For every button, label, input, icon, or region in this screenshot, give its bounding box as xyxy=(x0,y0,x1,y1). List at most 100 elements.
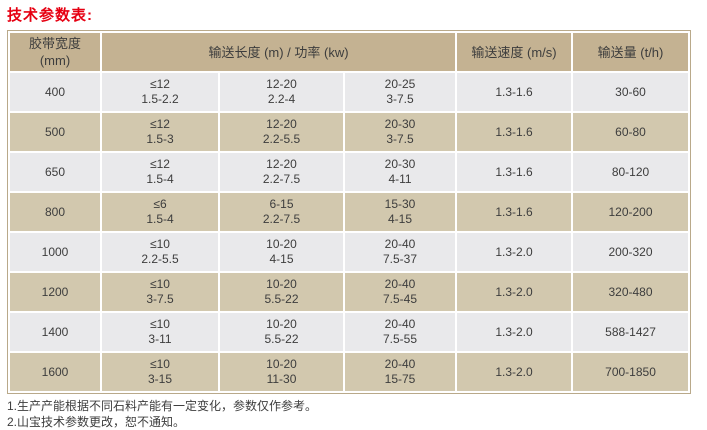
power-value: 7.5-55 xyxy=(382,332,418,346)
cell-capacity: 30-60 xyxy=(573,73,689,111)
cell-length-power: 12-20 2.2-5.5 xyxy=(220,113,343,151)
power-value: 4-11 xyxy=(388,172,412,186)
table-row: 650 ≤12 1.5-4 12-20 2.2-7.5 20-30 4-11 1.3-1.6 8… xyxy=(10,153,689,191)
cell-capacity: 700-1850 xyxy=(573,353,689,391)
cell-length-power: 20-40 7.5-55 xyxy=(345,313,456,351)
length-value: 20-40 xyxy=(384,277,416,291)
cell-length-power: 20-30 4-11 xyxy=(345,153,456,191)
cell-capacity: 120-200 xyxy=(573,193,689,231)
cell-speed: 1.3-1.6 xyxy=(457,73,572,111)
table-row: 1400 ≤10 3-11 10-20 5.5-22 20-40 7.5-55 1.3-2.0… xyxy=(10,313,689,351)
power-value: 1.5-3 xyxy=(146,132,174,146)
cell-length-power: ≤12 1.5-2.2 xyxy=(102,73,218,111)
length-value: 6-15 xyxy=(269,197,294,211)
power-value: 4-15 xyxy=(269,252,294,266)
cell-speed: 1.3-1.6 xyxy=(457,193,572,231)
power-value: 2.2-7.5 xyxy=(262,172,301,186)
table-row: 800 ≤6 1.5-4 6-15 2.2-7.5 15-30 4-15 1.3-1.6 120… xyxy=(10,193,689,231)
length-value: 10-20 xyxy=(266,277,297,291)
length-value: ≤10 xyxy=(150,277,170,291)
cell-length-power: ≤10 3-15 xyxy=(102,353,218,391)
power-value: 2.2-4 xyxy=(267,92,296,106)
cell-length-power: 10-20 5.5-22 xyxy=(220,273,343,311)
length-value: 20-25 xyxy=(384,77,416,91)
header-capacity: 输送量 (t/h) xyxy=(573,33,689,71)
cell-length-power: 20-40 7.5-37 xyxy=(345,233,456,271)
power-value: 1.5-4 xyxy=(146,212,174,226)
header-speed: 输送速度 (m/s) xyxy=(457,33,572,71)
length-value: 20-40 xyxy=(384,237,416,251)
cell-length-power: 20-30 3-7.5 xyxy=(345,113,456,151)
table-header-row: 胶带宽度 (mm) 输送长度 (m) / 功率 (kw) 输送速度 (m/s) … xyxy=(10,33,689,71)
note-line-2: 2.山宝技术参数更改，恕不通知。 xyxy=(7,415,186,429)
power-value: 7.5-37 xyxy=(382,252,418,266)
header-belt-width-line1: 胶带宽度 xyxy=(28,36,81,51)
length-value: 10-20 xyxy=(266,237,297,251)
power-value: 3-15 xyxy=(147,372,173,386)
power-value: 15-75 xyxy=(384,372,416,386)
table-row: 400 ≤12 1.5-2.2 12-20 2.2-4 20-25 3-7.5 1.3-1.6… xyxy=(10,73,689,111)
power-value: 3-7.5 xyxy=(386,92,414,106)
cell-speed: 1.3-2.0 xyxy=(457,273,572,311)
cell-length-power: 10-20 5.5-22 xyxy=(220,313,343,351)
cell-belt-width: 800 xyxy=(10,193,100,231)
length-value: 20-30 xyxy=(384,117,416,131)
table-row: 500 ≤12 1.5-3 12-20 2.2-5.5 20-30 3-7.5 1.3-1.6… xyxy=(10,113,689,151)
cell-speed: 1.3-1.6 xyxy=(457,113,572,151)
length-value: ≤12 xyxy=(150,117,170,131)
cell-length-power: 10-20 11-30 xyxy=(220,353,343,391)
length-value: 12-20 xyxy=(266,77,297,91)
power-value: 5.5-22 xyxy=(264,292,299,306)
length-value: ≤6 xyxy=(153,197,167,211)
cell-speed: 1.3-2.0 xyxy=(457,313,572,351)
power-value: 3-7.5 xyxy=(386,132,414,146)
length-value: ≤10 xyxy=(150,237,170,251)
cell-capacity: 200-320 xyxy=(573,233,689,271)
table-row: 1000 ≤10 2.2-5.5 10-20 4-15 20-40 7.5-37 1.3-2.… xyxy=(10,233,689,271)
cell-belt-width: 1400 xyxy=(10,313,100,351)
power-value: 4-15 xyxy=(387,212,413,226)
notes: 1.生产产能根据不同石料产能有一定变化，参数仅作参考。 2.山宝技术参数更改，恕… xyxy=(7,398,707,430)
table-body: 400 ≤12 1.5-2.2 12-20 2.2-4 20-25 3-7.5 1.3-1.6… xyxy=(10,73,689,391)
length-value: ≤10 xyxy=(150,357,170,371)
cell-belt-width: 1000 xyxy=(10,233,100,271)
power-value: 3-7.5 xyxy=(146,292,174,306)
length-value: 20-40 xyxy=(384,357,416,371)
cell-belt-width: 650 xyxy=(10,153,100,191)
header-belt-width-line2: (mm) xyxy=(39,53,71,68)
length-value: 20-40 xyxy=(384,317,416,331)
cell-speed: 1.3-1.6 xyxy=(457,153,572,191)
power-value: 1.5-2.2 xyxy=(141,92,179,106)
page: 技术参数表: 胶带宽度 (mm) 输送长度 (m) / 功率 (kw) 输送速度… xyxy=(0,4,707,430)
cell-belt-width: 1200 xyxy=(10,273,100,311)
power-value: 5.5-22 xyxy=(264,332,299,346)
table-row: 1200 ≤10 3-7.5 10-20 5.5-22 20-40 7.5-45 1.3-2.… xyxy=(10,273,689,311)
cell-length-power: ≤10 3-11 xyxy=(102,313,218,351)
length-value: ≤12 xyxy=(150,157,170,171)
cell-length-power: 20-40 15-75 xyxy=(345,353,456,391)
cell-length-power: ≤10 3-7.5 xyxy=(102,273,218,311)
power-value: 2.2-5.5 xyxy=(141,252,179,266)
length-value: 10-20 xyxy=(266,357,297,371)
cell-length-power: ≤6 1.5-4 xyxy=(102,193,218,231)
cell-belt-width: 500 xyxy=(10,113,100,151)
cell-belt-width: 400 xyxy=(10,73,100,111)
header-belt-width: 胶带宽度 (mm) xyxy=(10,33,100,71)
cell-capacity: 80-120 xyxy=(573,153,689,191)
power-value: 2.2-5.5 xyxy=(262,132,301,146)
length-value: 10-20 xyxy=(266,317,297,331)
cell-speed: 1.3-2.0 xyxy=(457,353,572,391)
cell-length-power: ≤12 1.5-4 xyxy=(102,153,218,191)
technical-parameters-table: 胶带宽度 (mm) 输送长度 (m) / 功率 (kw) 输送速度 (m/s) … xyxy=(7,30,692,394)
cell-length-power: 10-20 4-15 xyxy=(220,233,343,271)
note-line-1: 1.生产产能根据不同石料产能有一定变化，参数仅作参考。 xyxy=(7,399,318,413)
cell-capacity: 60-80 xyxy=(573,113,689,151)
page-title: 技术参数表: xyxy=(7,7,93,24)
cell-length-power: ≤12 1.5-3 xyxy=(102,113,218,151)
length-value: 15-30 xyxy=(384,197,416,211)
cell-length-power: 20-25 3-7.5 xyxy=(345,73,456,111)
cell-belt-width: 1600 xyxy=(10,353,100,391)
length-value: 12-20 xyxy=(266,157,297,171)
power-value: 3-11 xyxy=(148,332,172,346)
cell-length-power: 6-15 2.2-7.5 xyxy=(220,193,343,231)
